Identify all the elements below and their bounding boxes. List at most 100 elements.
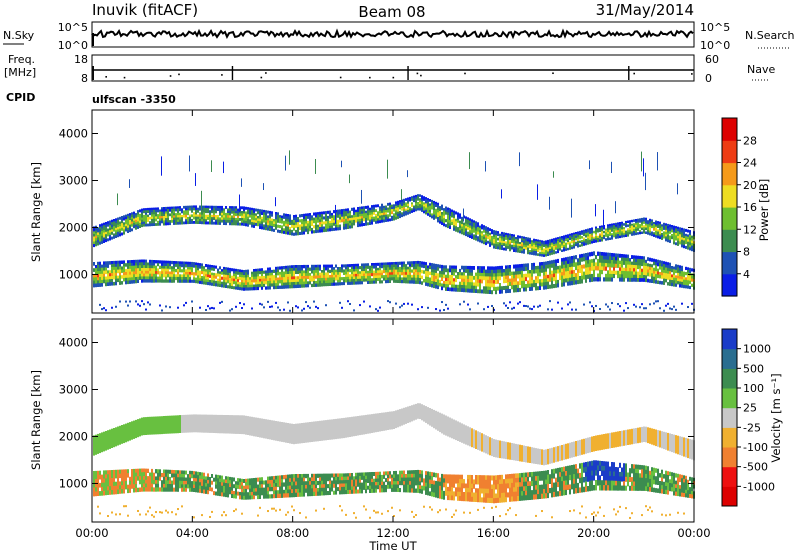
power-cell bbox=[331, 228, 333, 232]
velocity-cell bbox=[119, 473, 121, 479]
power-cell bbox=[339, 282, 341, 286]
power-cell bbox=[131, 228, 133, 232]
power-cell bbox=[587, 274, 589, 279]
power-cell bbox=[397, 269, 399, 273]
power-cell bbox=[173, 217, 175, 221]
velocity-cell bbox=[167, 469, 169, 474]
power-cell bbox=[249, 221, 251, 225]
power-cell bbox=[163, 209, 165, 213]
power-cell bbox=[249, 279, 251, 283]
power-cell bbox=[335, 222, 337, 226]
power-cell bbox=[547, 253, 549, 256]
velocity-cell bbox=[167, 487, 169, 492]
power-cell bbox=[107, 282, 109, 286]
power-cell bbox=[607, 237, 609, 241]
power-cell bbox=[171, 206, 173, 210]
power-cell bbox=[209, 274, 211, 278]
power-cell bbox=[545, 246, 547, 249]
power-cell bbox=[135, 277, 137, 281]
power-cell bbox=[637, 255, 639, 260]
power-cell bbox=[513, 236, 515, 240]
power-cell bbox=[105, 270, 107, 275]
power-cell bbox=[407, 269, 409, 273]
power-cell bbox=[633, 227, 635, 230]
power-cell bbox=[345, 279, 347, 283]
power-cell bbox=[483, 239, 485, 242]
power-cell bbox=[173, 210, 175, 214]
power-cell bbox=[595, 232, 597, 235]
power-cell bbox=[211, 277, 213, 281]
power-cell bbox=[531, 269, 533, 274]
power-cell bbox=[309, 220, 311, 224]
power-speck bbox=[493, 308, 495, 311]
power-cell bbox=[99, 267, 101, 272]
power-cell bbox=[271, 226, 273, 229]
power-cell bbox=[471, 231, 473, 235]
power-cell bbox=[235, 276, 237, 280]
power-cell bbox=[293, 220, 295, 224]
power-cell bbox=[211, 214, 213, 218]
noise-series bbox=[91, 28, 694, 40]
power-cell bbox=[531, 283, 533, 288]
power-cell bbox=[527, 249, 529, 253]
power-cell bbox=[439, 215, 441, 219]
power-cell bbox=[601, 262, 603, 267]
power-cell bbox=[331, 280, 333, 284]
power-cell bbox=[325, 223, 327, 227]
power-cell bbox=[211, 267, 213, 271]
velocity-cell bbox=[187, 474, 189, 479]
power-cell bbox=[139, 218, 141, 222]
power-cell bbox=[259, 221, 261, 225]
power-cell bbox=[273, 228, 275, 232]
power-cell bbox=[493, 276, 495, 281]
power-cell bbox=[221, 276, 223, 280]
power-cell bbox=[635, 232, 637, 236]
power-cell bbox=[237, 208, 239, 212]
velocity-cell bbox=[197, 471, 199, 476]
power-cell bbox=[309, 213, 311, 217]
power-cell bbox=[535, 239, 537, 242]
power-cell bbox=[193, 214, 195, 218]
power-cell bbox=[165, 211, 167, 215]
power-cell bbox=[305, 218, 307, 222]
power-cell bbox=[619, 233, 621, 237]
power-cell bbox=[237, 222, 239, 226]
power-cell bbox=[453, 215, 455, 219]
velocity-cell bbox=[125, 469, 127, 474]
power-cell bbox=[673, 277, 675, 281]
power-cell bbox=[585, 256, 587, 261]
power-cell bbox=[399, 215, 401, 219]
velocity-cell bbox=[183, 414, 185, 433]
power-cell bbox=[609, 231, 611, 235]
power-cell bbox=[189, 274, 191, 278]
power-speck bbox=[219, 301, 221, 304]
power-cell bbox=[301, 219, 303, 223]
power-cell bbox=[173, 219, 175, 223]
power-cell bbox=[297, 229, 299, 233]
power-cell bbox=[227, 208, 229, 212]
power-cell bbox=[109, 232, 111, 236]
power-cell bbox=[253, 220, 255, 224]
power-cell bbox=[419, 275, 421, 279]
power-cell bbox=[313, 283, 315, 287]
power-cell bbox=[303, 226, 305, 230]
power-cell bbox=[587, 234, 589, 237]
power-cell bbox=[325, 275, 327, 279]
power-cell bbox=[347, 223, 349, 227]
velocity-cell bbox=[183, 484, 185, 489]
power-cell bbox=[437, 219, 439, 223]
power-cell bbox=[485, 226, 487, 230]
power-cell bbox=[197, 216, 199, 220]
power-cell bbox=[639, 265, 641, 270]
power-cell bbox=[463, 229, 465, 233]
velocity-cell bbox=[117, 489, 119, 495]
power-cell bbox=[689, 278, 691, 282]
power-cell bbox=[569, 267, 571, 272]
power-cell bbox=[537, 269, 539, 274]
power-cell bbox=[197, 267, 199, 271]
velocity-cell bbox=[109, 478, 111, 483]
power-streak bbox=[611, 161, 612, 173]
power-cell bbox=[659, 234, 661, 237]
power-cell bbox=[637, 220, 639, 224]
velocity-cell bbox=[217, 485, 219, 489]
